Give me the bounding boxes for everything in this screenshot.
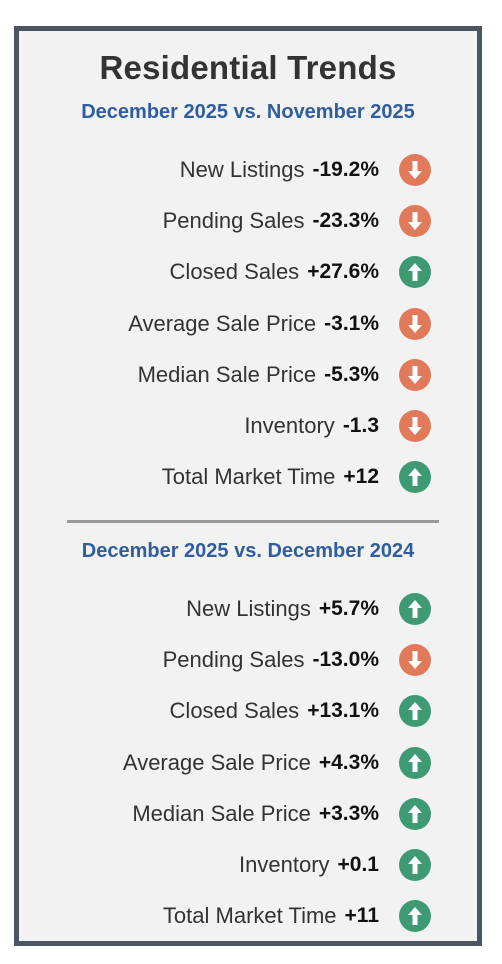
trend-label: Inventory: [239, 852, 330, 877]
trend-row: Pending Sales -13.0%: [19, 640, 477, 680]
page-title: Residential Trends: [99, 49, 397, 86]
trend-value: -5.3%: [324, 362, 379, 386]
trend-row: Average Sale Price +4.3%: [19, 743, 477, 783]
trend-value: +11: [344, 904, 379, 928]
trend-label: Median Sale Price: [132, 800, 311, 826]
trend-value: -19.2%: [312, 158, 379, 181]
arrow-up-icon: [399, 900, 431, 933]
trend-row: Closed Sales +13.1%: [19, 691, 477, 731]
trend-value: -13.0%: [312, 648, 379, 672]
trend-label: Median Sale Price: [137, 361, 317, 387]
arrow-down-icon: [399, 410, 431, 442]
trend-value: +27.6%: [307, 260, 379, 284]
section-heading-month-over-month: December 2025 vs. November 2025: [81, 101, 415, 123]
trend-row: New Listings -19.2%: [19, 150, 477, 190]
section-divider: [67, 520, 439, 523]
trend-row: Inventory -1.3: [19, 406, 477, 446]
arrow-up-icon: [399, 746, 431, 779]
trend-label: Closed Sales: [169, 259, 300, 285]
arrow-down-icon: [399, 205, 431, 238]
trend-row: New Listings +5.7%: [19, 589, 477, 629]
trend-label: Total Market Time: [162, 903, 337, 929]
trend-value: +4.3%: [318, 750, 379, 774]
trend-label: Total Market Time: [161, 464, 336, 490]
trend-value: -3.1%: [324, 311, 379, 335]
arrow-up-icon: [399, 256, 431, 289]
trend-row: Closed Sales +27.6%: [19, 252, 477, 292]
arrow-up-icon: [399, 797, 431, 830]
arrow-down-icon: [399, 358, 431, 391]
trend-row: Median Sale Price -5.3%: [19, 355, 477, 395]
arrow-down-icon: [399, 154, 431, 186]
trend-value: +13.1%: [307, 699, 379, 723]
trend-row: Total Market Time +11: [19, 896, 477, 936]
trend-value: +0.1: [337, 853, 379, 876]
trend-label: Closed Sales: [169, 698, 300, 724]
trend-row: Median Sale Price +3.3%: [19, 794, 477, 834]
trend-value: +3.3%: [318, 801, 379, 825]
trend-label: New Listings: [179, 157, 305, 182]
residential-trends-card: Residential Trends December 2025 vs. Nov…: [14, 26, 482, 946]
arrow-up-icon: [399, 593, 431, 625]
arrow-up-icon: [399, 461, 431, 494]
arrow-down-icon: [399, 307, 431, 340]
trend-label: New Listings: [186, 596, 311, 621]
trend-value: +12: [343, 465, 379, 489]
trend-row: Inventory +0.1: [19, 845, 477, 885]
trend-row: Average Sale Price -3.1%: [19, 304, 477, 344]
trend-label: Pending Sales: [162, 208, 305, 234]
section-heading-year-over-year: December 2025 vs. December 2024: [81, 540, 415, 562]
trend-value: -1.3: [342, 414, 379, 437]
trend-label: Average Sale Price: [122, 749, 311, 775]
arrow-down-icon: [399, 644, 431, 677]
trend-value: -23.3%: [312, 209, 379, 233]
trend-row: Pending Sales -23.3%: [19, 201, 477, 241]
trend-label: Inventory: [244, 413, 335, 438]
trend-label: Average Sale Price: [128, 310, 317, 336]
trend-row: Total Market Time +12: [19, 457, 477, 497]
trend-value: +5.7%: [318, 597, 379, 620]
arrow-up-icon: [399, 695, 431, 728]
arrow-up-icon: [399, 849, 431, 881]
trend-label: Pending Sales: [162, 647, 305, 673]
